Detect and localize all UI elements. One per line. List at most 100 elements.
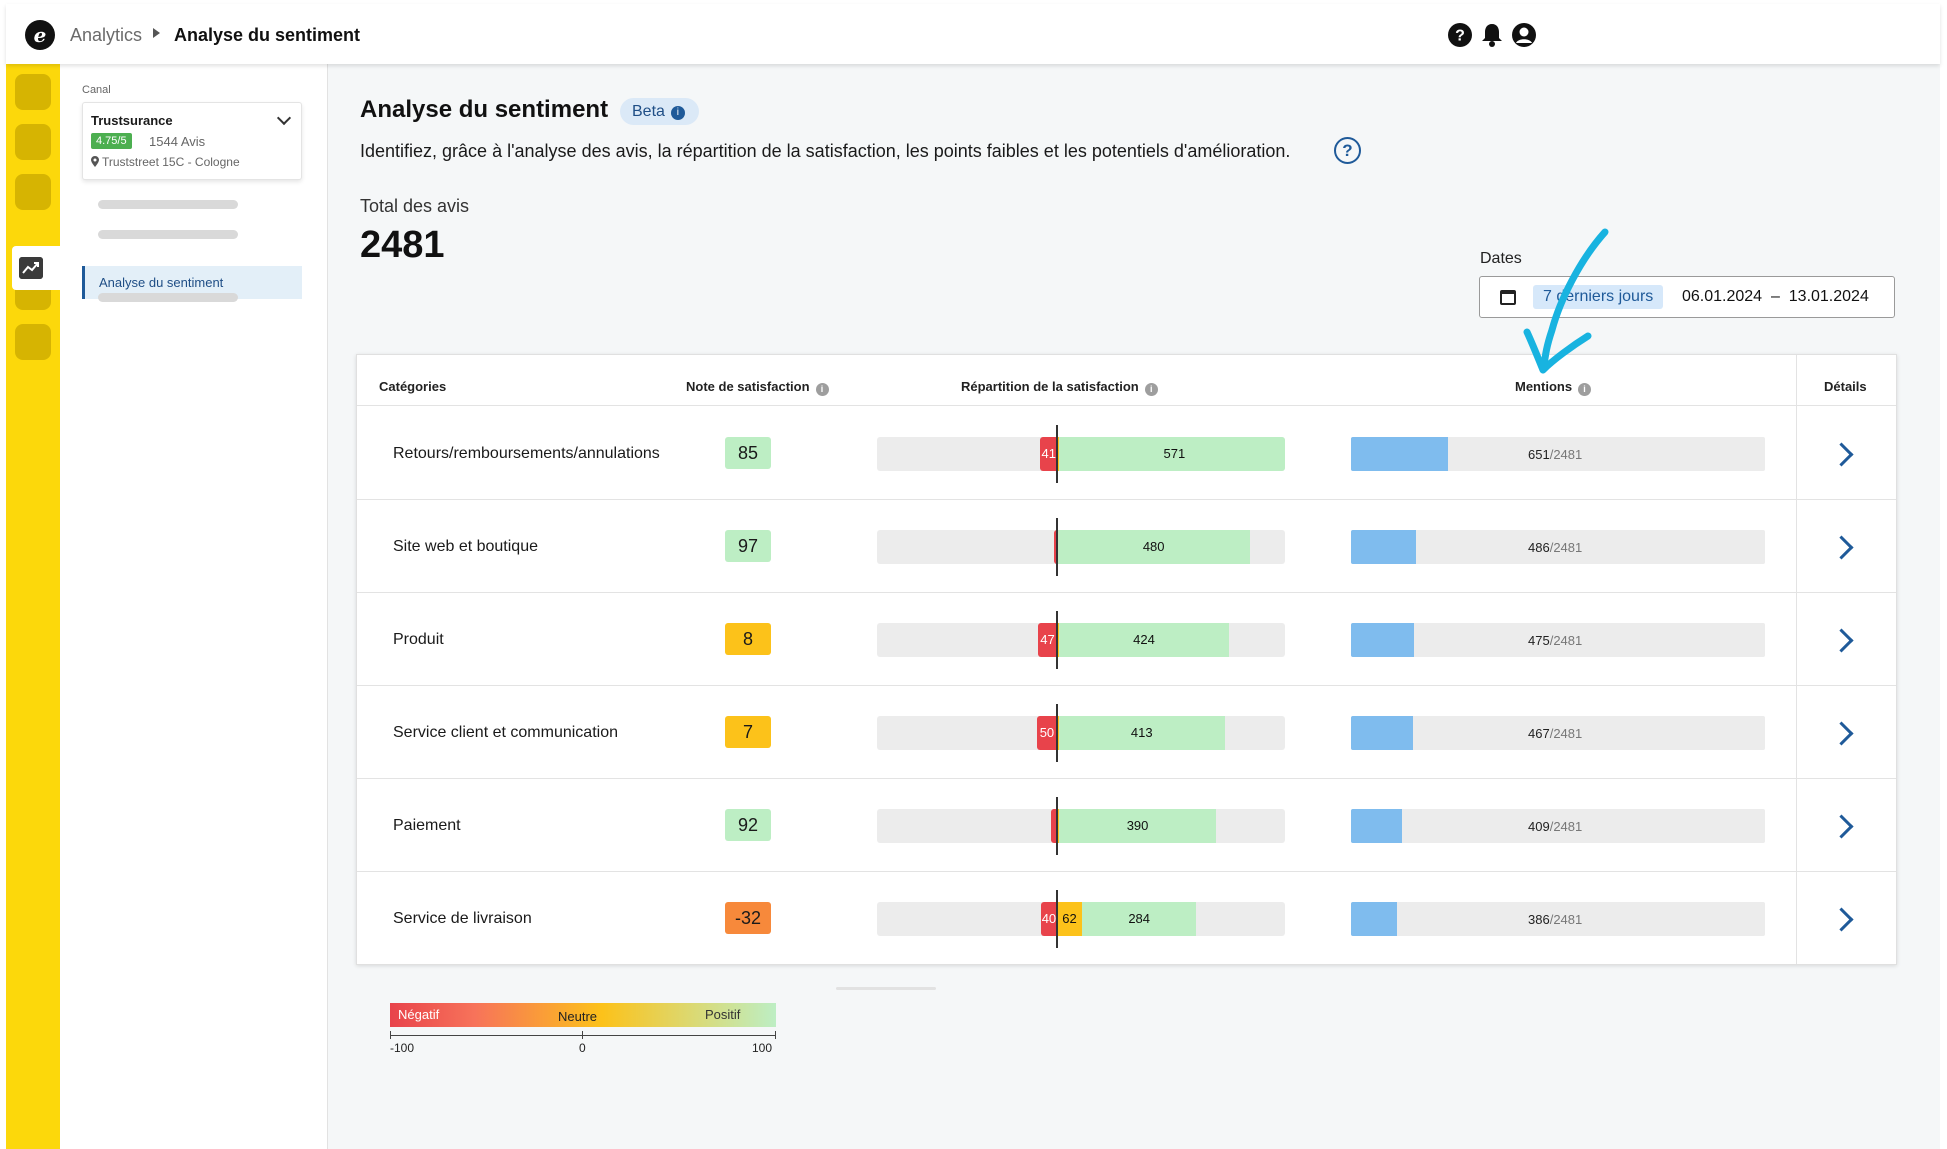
bell-icon[interactable] bbox=[1479, 22, 1505, 48]
mentions-bar: 475/2481 bbox=[1351, 623, 1765, 657]
mentions-bar-fill bbox=[1351, 530, 1416, 564]
mentions-bar-fill bbox=[1351, 716, 1413, 750]
mentions-count: 386/2481 bbox=[1528, 912, 1582, 927]
analytics-chart-icon bbox=[19, 257, 43, 279]
sentiment-legend: Négatif Neutre Positif -100 0 100 bbox=[390, 1003, 776, 1073]
satisfaction-score-badge: 97 bbox=[725, 530, 771, 562]
channel-address-text: Truststreet 15C - Cologne bbox=[102, 155, 240, 169]
info-icon[interactable]: i bbox=[1578, 383, 1592, 396]
mentions-total: 2481 bbox=[1553, 912, 1583, 927]
date-range-picker[interactable]: 7 derniers jours 06.01.2024 – 13.01.2024 bbox=[1479, 276, 1895, 318]
mentions-separator: / bbox=[1549, 912, 1554, 927]
account-icon[interactable] bbox=[1511, 22, 1537, 48]
negative-segment: 47 bbox=[1038, 623, 1057, 657]
nav-rail-item[interactable] bbox=[15, 324, 51, 360]
category-name: Service client et communication bbox=[393, 724, 618, 741]
mentions-separator: / bbox=[1549, 540, 1554, 555]
zero-marker bbox=[1056, 611, 1058, 669]
beta-label: Beta bbox=[632, 103, 665, 120]
zero-marker bbox=[1056, 797, 1058, 855]
positive-segment: 284 bbox=[1081, 902, 1197, 936]
zero-marker bbox=[1056, 425, 1058, 483]
chevron-right-icon[interactable] bbox=[1829, 532, 1857, 562]
page-description: Identifiez, grâce à l'analyse des avis, … bbox=[360, 141, 1291, 161]
breadcrumb-current: Analyse du sentiment bbox=[174, 25, 361, 45]
breadcrumb-separator-icon bbox=[153, 28, 160, 38]
zero-marker bbox=[1056, 518, 1058, 576]
mentions-bar: 651/2481 bbox=[1351, 437, 1765, 471]
mentions-total: 2481 bbox=[1553, 540, 1583, 555]
category-name: Produit bbox=[393, 631, 444, 648]
mentions-value: 467 bbox=[1528, 726, 1550, 741]
sidebar-item-placeholder[interactable] bbox=[98, 230, 238, 239]
mentions-separator: / bbox=[1549, 726, 1554, 741]
top-bar: e Analytics Analyse du sentiment ? bbox=[6, 4, 1940, 64]
channel-selector[interactable]: Trustsurance 4.75/5 1544 Avis Truststree… bbox=[82, 102, 302, 180]
distribution-bar[interactable]: 41 571 bbox=[877, 437, 1285, 471]
positive-segment: 390 bbox=[1059, 809, 1217, 843]
sidebar-item-placeholder[interactable] bbox=[98, 293, 238, 302]
mentions-count: 475/2481 bbox=[1528, 633, 1582, 648]
legend-mid: 0 bbox=[579, 1041, 586, 1055]
mentions-separator: / bbox=[1549, 633, 1554, 648]
chevron-right-icon[interactable] bbox=[1829, 718, 1857, 748]
neutral-segment bbox=[1057, 437, 1060, 471]
breadcrumb-analytics[interactable]: Analytics bbox=[70, 25, 143, 45]
distribution-bar[interactable]: 480 bbox=[877, 530, 1285, 564]
date-start: 06.01.2024 bbox=[1682, 288, 1763, 305]
info-icon[interactable]: i bbox=[815, 383, 829, 396]
column-header-distribution: Répartition de la satisfaction i bbox=[961, 379, 1158, 396]
distribution-bar[interactable]: 50 413 bbox=[877, 716, 1285, 750]
distribution-bar[interactable]: 47 424 bbox=[877, 623, 1285, 657]
satisfaction-score-badge: 92 bbox=[725, 809, 771, 841]
sidebar-item-placeholder[interactable] bbox=[98, 200, 238, 209]
app-logo[interactable]: e bbox=[25, 20, 55, 50]
table-row[interactable]: Site web et boutique 97 480 486/2481 bbox=[357, 500, 1896, 593]
category-name: Retours/remboursements/annulations bbox=[393, 445, 660, 462]
review-count: 1544 Avis bbox=[149, 134, 206, 149]
table-row[interactable]: Service de livraison -32 40 62 284 386/2481 bbox=[357, 872, 1896, 965]
date-range-text: 06.01.2024 – 13.01.2024 bbox=[1682, 288, 1869, 306]
horizontal-scrollbar[interactable] bbox=[836, 987, 936, 990]
chevron-down-icon bbox=[276, 110, 292, 126]
mentions-value: 386 bbox=[1528, 912, 1550, 927]
nav-rail-item[interactable] bbox=[15, 124, 51, 160]
sentiment-table: Catégories Note de satisfaction i Réparti… bbox=[356, 354, 1897, 965]
table-row[interactable]: Retours/remboursements/annulations 85 41 57… bbox=[357, 407, 1896, 500]
date-separator: – bbox=[1770, 288, 1780, 305]
mentions-count: 651/2481 bbox=[1528, 447, 1582, 462]
mentions-total: 2481 bbox=[1553, 447, 1583, 462]
chevron-right-icon[interactable] bbox=[1829, 811, 1857, 841]
chevron-right-icon[interactable] bbox=[1829, 439, 1857, 469]
mentions-value: 651 bbox=[1528, 447, 1550, 462]
table-row[interactable]: Paiement 92 390 409/2481 bbox=[357, 779, 1896, 872]
details-column-divider bbox=[1796, 355, 1797, 964]
help-circle-icon[interactable]: ? bbox=[1334, 137, 1361, 164]
mentions-total: 2481 bbox=[1553, 633, 1583, 648]
chevron-right-icon[interactable] bbox=[1829, 904, 1857, 934]
mentions-value: 409 bbox=[1528, 819, 1550, 834]
distribution-bar[interactable]: 40 62 284 bbox=[877, 902, 1285, 936]
date-preset-chip[interactable]: 7 derniers jours bbox=[1533, 285, 1664, 309]
nav-rail-item[interactable] bbox=[15, 174, 51, 210]
nav-rail-item[interactable] bbox=[15, 74, 51, 110]
info-icon[interactable]: i bbox=[1144, 383, 1158, 396]
mentions-separator: / bbox=[1549, 447, 1554, 462]
legend-tick bbox=[390, 1031, 391, 1039]
distribution-bar[interactable]: 390 bbox=[877, 809, 1285, 843]
mentions-value: 486 bbox=[1528, 540, 1550, 555]
table-row[interactable]: Service client et communication 7 50 413 467… bbox=[357, 686, 1896, 779]
legend-gradient-bar bbox=[390, 1003, 776, 1027]
help-icon[interactable]: ? bbox=[1447, 22, 1473, 48]
beta-badge[interactable]: Beta i bbox=[620, 98, 699, 125]
column-header-score-label: Note de satisfaction bbox=[686, 379, 810, 394]
table-row[interactable]: Produit 8 47 424 475/2481 bbox=[357, 593, 1896, 686]
positive-segment: 480 bbox=[1057, 530, 1251, 564]
mentions-total: 2481 bbox=[1553, 726, 1583, 741]
mentions-bar-fill bbox=[1351, 902, 1397, 936]
info-icon: i bbox=[670, 106, 685, 120]
satisfaction-score-badge: 7 bbox=[725, 716, 771, 748]
chevron-right-icon[interactable] bbox=[1829, 625, 1857, 655]
category-name: Service de livraison bbox=[393, 910, 532, 927]
legend-tick bbox=[775, 1031, 776, 1039]
